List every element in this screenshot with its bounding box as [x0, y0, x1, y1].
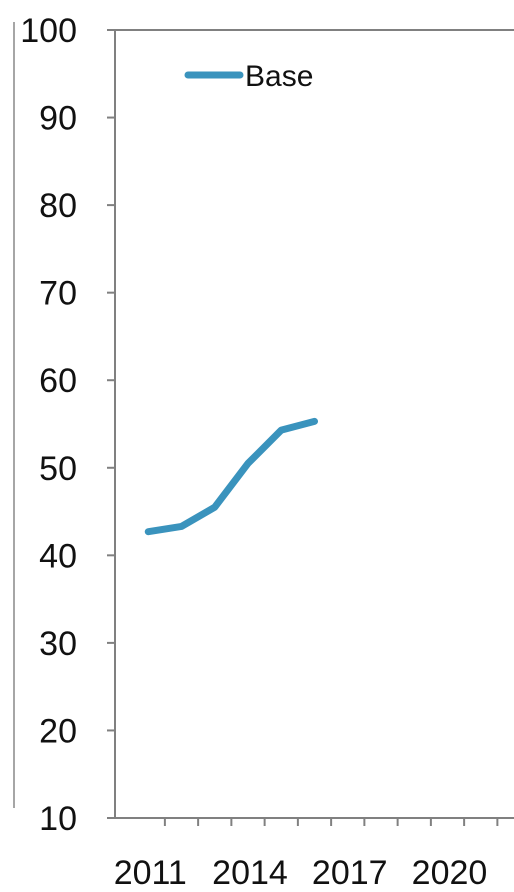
series-lines [144, 417, 318, 536]
x-tick-label: 2014 [212, 854, 288, 887]
y-tick-label: 50 [39, 450, 77, 488]
y-tick-label: 100 [20, 12, 77, 50]
legend: Base [184, 60, 313, 93]
legend-label: Base [245, 60, 313, 93]
y-tick-label: 30 [39, 625, 77, 663]
left-border-rule [13, 22, 15, 808]
axes [107, 29, 514, 826]
y-tick-label: 20 [39, 712, 77, 750]
y-tick-label: 60 [39, 362, 77, 400]
y-tick-label: 10 [39, 800, 77, 838]
x-tick-label: 2011 [114, 854, 187, 887]
y-tick-label: 90 [39, 100, 77, 138]
y-tick-label: 70 [39, 275, 77, 313]
y-tick-label: 40 [39, 537, 77, 575]
series-line-base [144, 417, 318, 536]
y-tick-label: 80 [39, 187, 77, 225]
tick-labels: 10 20 30 40 50 60 70 80 90 100 2011 2014 2017 2020 [20, 12, 488, 892]
x-tick-label: 2020 [412, 854, 488, 887]
x-tick-label: 2017 [312, 854, 388, 887]
